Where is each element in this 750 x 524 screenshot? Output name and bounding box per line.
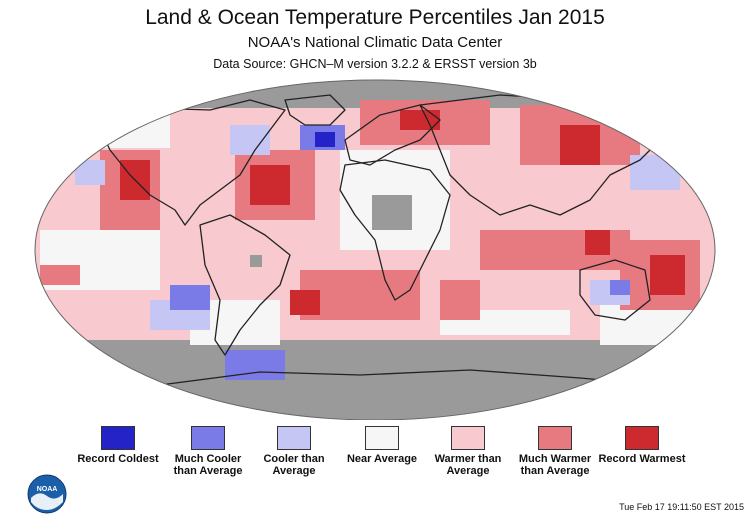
cooler-patch [230, 125, 270, 155]
record-warmest-patch [290, 290, 320, 315]
record-warmest-patch [400, 110, 440, 130]
legend-label: Much Warmer than Average [518, 453, 592, 477]
legend-swatch [277, 426, 311, 450]
legend-label: Record Coldest [77, 453, 159, 465]
legend: Record Coldest Much Cooler than Average … [0, 426, 750, 496]
logo-text: NOAA [37, 486, 58, 493]
record-warmest-patch [585, 230, 610, 255]
no-data-patch [372, 195, 412, 230]
record-warmest-patch [560, 125, 600, 165]
noaa-logo-icon: NOAA [27, 474, 67, 514]
legend-item-much-warmer: Much Warmer than Average [510, 426, 600, 477]
legend-swatch [101, 426, 135, 450]
record-warmest-patch [250, 165, 290, 205]
europe-outline [344, 104, 441, 166]
legend-swatch [191, 426, 225, 450]
antarctica-outline [159, 369, 661, 386]
cooler-patch [75, 160, 105, 185]
much-warmer-patch [40, 265, 80, 285]
legend-label: Much Cooler than Average [173, 453, 243, 477]
data-source: Data Source: GHCN–M version 3.2.2 & ERSS… [213, 57, 537, 71]
record-coldest-patch [315, 132, 335, 147]
legend-item-record-coldest: Record Coldest [73, 426, 163, 465]
south-america-outline [199, 214, 291, 356]
legend-swatch [625, 426, 659, 450]
much-warmer-patch [440, 280, 480, 320]
globe-border [34, 79, 716, 420]
much-cooler-patch [610, 280, 630, 295]
legend-label: Near Average [346, 453, 418, 465]
africa-outline [339, 159, 451, 301]
legend-label: Warmer than Average [434, 453, 502, 477]
legend-label: Record Warmest [598, 453, 686, 465]
antarctic-no-data [35, 340, 715, 420]
map-title: Land & Ocean Temperature Percentiles Jan… [145, 6, 605, 29]
legend-item-near-average: Near Average [337, 426, 427, 465]
record-warmest-patch [650, 255, 685, 295]
australia-outline [579, 259, 651, 321]
legend-swatch [365, 426, 399, 450]
near-average-patch [35, 108, 170, 148]
map-subtitle: NOAA's National Climatic Data Center [247, 34, 503, 51]
much-cooler-patch [170, 285, 210, 310]
legend-swatch [451, 426, 485, 450]
world-temperature-map [34, 79, 716, 420]
cooler-patch [630, 155, 680, 190]
legend-item-cooler: Cooler than Average [249, 426, 339, 477]
legend-item-much-cooler: Much Cooler than Average [163, 426, 253, 477]
legend-item-warmer: Warmer than Average [423, 426, 513, 477]
legend-item-record-warmest: Record Warmest [597, 426, 687, 465]
greenland-outline [284, 94, 346, 126]
timestamp: Tue Feb 17 19:11:50 EST 2015 [619, 502, 744, 512]
legend-label: Cooler than Average [263, 453, 325, 477]
no-data-patch [250, 255, 262, 267]
legend-swatch [538, 426, 572, 450]
north-america-outline [94, 99, 286, 226]
